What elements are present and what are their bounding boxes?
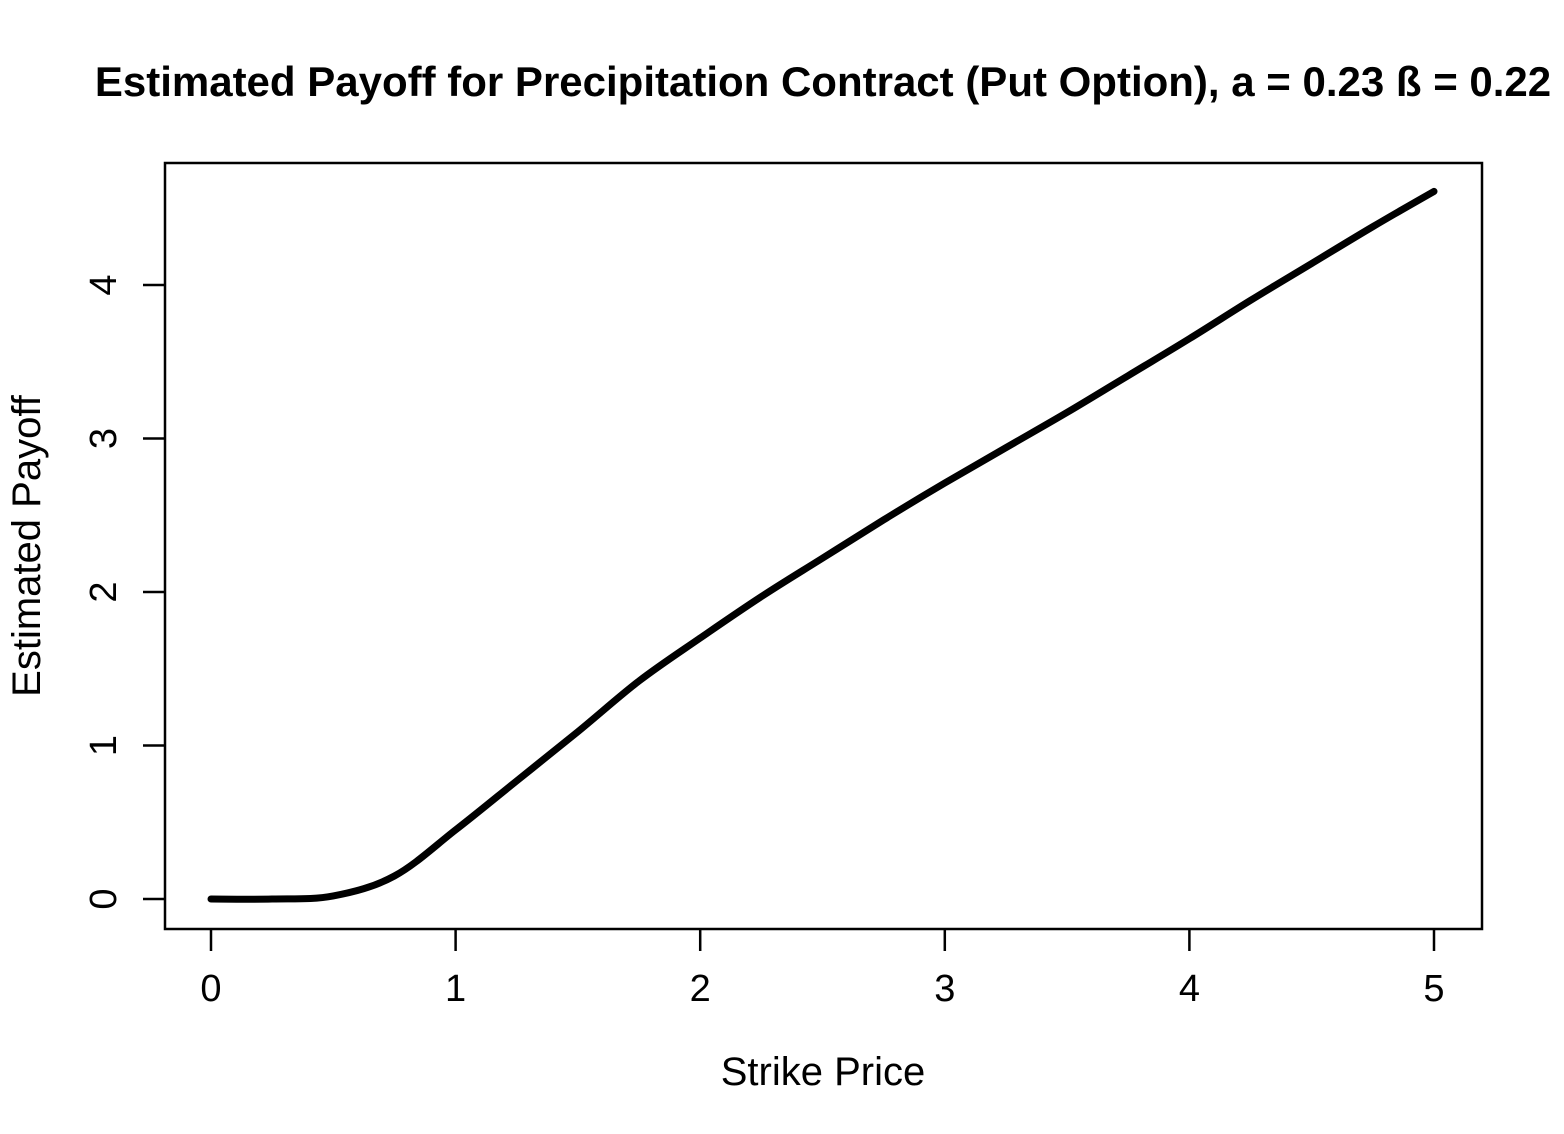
chart-title: Estimated Payoff for Precipitation Contr… (95, 58, 1551, 105)
y-tick-label: 4 (83, 274, 125, 295)
y-tick-label: 0 (83, 888, 125, 909)
x-axis-label: Strike Price (721, 1050, 926, 1094)
y-tick-label: 3 (83, 428, 125, 449)
y-axis-ticks: 0 1 2 3 4 (83, 274, 165, 910)
x-axis-ticks: 0 1 2 3 4 5 (200, 929, 1445, 1010)
y-tick-label: 2 (83, 581, 125, 602)
x-tick-label: 3 (934, 968, 955, 1010)
x-tick-label: 0 (200, 968, 221, 1010)
plot-box (163, 161, 1484, 931)
x-tick-label: 5 (1423, 968, 1444, 1010)
x-tick-label: 2 (690, 968, 711, 1010)
x-tick-label: 1 (445, 968, 466, 1010)
payoff-curve (207, 187, 1438, 903)
x-tick-label: 4 (1179, 968, 1200, 1010)
y-tick-label: 1 (83, 735, 125, 756)
y-axis-label: Estimated Payoff (5, 394, 49, 697)
